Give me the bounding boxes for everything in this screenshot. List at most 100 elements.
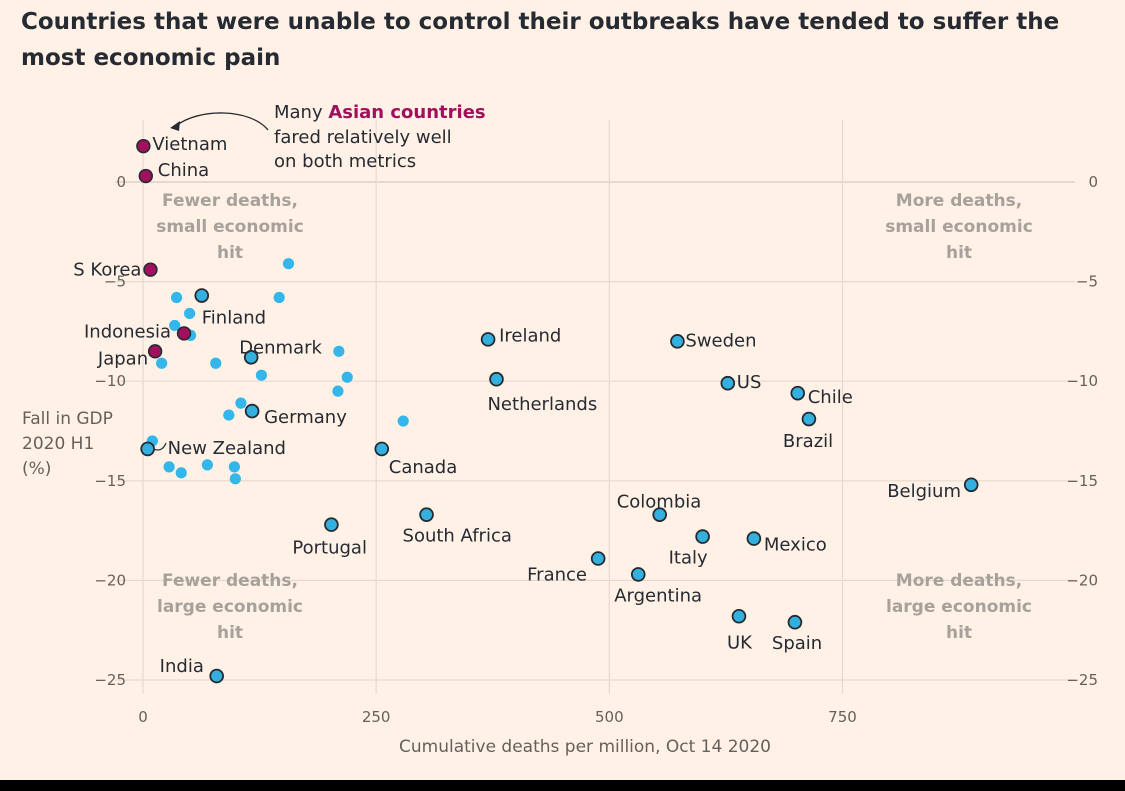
- point-us: [720, 375, 736, 391]
- y-tick-label-left: −15: [94, 472, 126, 490]
- label-chile: Chile: [808, 387, 853, 408]
- point-chile: [790, 385, 806, 401]
- new-zealand-leader: [153, 442, 167, 451]
- scatter-point: [228, 461, 241, 473]
- label-germany: Germany: [264, 407, 347, 428]
- quadrant-bottom-left-line3: hit: [217, 623, 243, 643]
- label-ireland: Ireland: [499, 325, 561, 346]
- quadrant-top-right-line1: More deaths,: [896, 191, 1022, 211]
- label-denmark: Denmark: [239, 337, 322, 358]
- point-indonesia: [176, 326, 192, 341]
- point-france: [590, 551, 606, 566]
- quadrant-top-left-line2: small economic: [156, 217, 304, 237]
- label-brazil: Brazil: [783, 431, 833, 452]
- axes: Cumulative deaths per million, Oct 14 20…: [22, 409, 771, 757]
- quadrant-bottom-right-line1: More deaths,: [896, 571, 1022, 591]
- annotation-prefix: Many: [274, 102, 328, 123]
- scatter-point: [255, 369, 268, 381]
- chart-title: Countries that were unable to control th…: [21, 9, 1060, 71]
- point-colombia: [652, 507, 667, 522]
- annotation-arrowhead: [170, 121, 180, 131]
- quadrant-bottom-right-line3: hit: [946, 623, 972, 643]
- point-vietnam: [136, 138, 151, 154]
- annotation-line2: fared relatively well: [274, 127, 452, 148]
- point-mexico: [746, 531, 762, 546]
- y-tick-label-right: −10: [1066, 372, 1098, 390]
- scatter-point: [156, 357, 168, 369]
- quadrant-top-right-line3: hit: [946, 243, 972, 263]
- point-belgium: [963, 477, 979, 493]
- scatter-point: [175, 467, 187, 479]
- scatter-point: [333, 345, 345, 357]
- y-axis-label-line1: Fall in GDP: [22, 409, 113, 429]
- point-canada: [374, 441, 390, 457]
- y-tick-label-left: 0: [116, 173, 126, 191]
- label-vietnam: Vietnam: [152, 134, 227, 155]
- grid-lines: 0 0 −5 −5 −10 −10 −15 −15 −20 −20 −25 −25 0 250 500 750: [94, 120, 1098, 726]
- point-s-korea: [143, 262, 158, 277]
- y-tick-label-left: −25: [94, 671, 126, 689]
- label-sweden: Sweden: [685, 330, 756, 351]
- y-tick-label-right: −5: [1076, 273, 1098, 291]
- label-china: China: [158, 160, 209, 181]
- scatter-point: [223, 409, 235, 421]
- scatter-point: [169, 319, 181, 332]
- label-mexico: Mexico: [764, 535, 827, 556]
- label-belgium: Belgium: [887, 481, 961, 502]
- point-south-africa: [419, 507, 434, 522]
- x-tick-label: 0: [138, 708, 148, 726]
- label-colombia: Colombia: [617, 492, 702, 513]
- quadrant-bottom-left-line2: large economic: [157, 597, 303, 617]
- point-finland: [194, 288, 210, 303]
- scatter-point: [397, 415, 409, 427]
- x-axis-label: Cumulative deaths per million, Oct 14 20…: [399, 737, 771, 757]
- point-spain: [787, 614, 803, 630]
- point-ireland: [480, 332, 496, 347]
- label-japan: Japan: [97, 348, 148, 369]
- annotation-highlight: Asian countries: [328, 102, 485, 123]
- point-new-zealand: [140, 441, 155, 457]
- quadrant-top-left-line1: Fewer deaths,: [162, 191, 298, 211]
- y-tick-label-right: −20: [1066, 571, 1098, 589]
- scatter-point: [184, 307, 196, 320]
- y-axis-label-line2: 2020 H1: [22, 434, 94, 454]
- y-axis-label-line3: (%): [22, 459, 51, 479]
- quadrant-top-left-line3: hit: [217, 243, 243, 263]
- label-india: India: [160, 656, 204, 677]
- point-labels: Vietnam China S Korea Indonesia Japan Finland…: [73, 134, 961, 677]
- y-tick-label-right: −25: [1066, 671, 1098, 689]
- label-south-africa: South Africa: [403, 526, 512, 547]
- label-portugal: Portugal: [292, 538, 367, 559]
- y-tick-label-left: −5: [104, 273, 126, 291]
- scatter-point: [170, 291, 183, 304]
- label-us: US: [737, 372, 762, 393]
- quadrant-bottom-left-line1: Fewer deaths,: [162, 571, 298, 591]
- y-tick-label-left: −10: [94, 372, 126, 390]
- label-new-zealand: New Zealand: [168, 438, 286, 459]
- bottom-bar: [0, 780, 1125, 791]
- annotation-arrow: [175, 112, 269, 131]
- x-tick-label: 750: [828, 708, 857, 726]
- x-tick-label: 250: [362, 708, 391, 726]
- label-indonesia: Indonesia: [84, 321, 171, 342]
- scatter-point: [163, 461, 175, 473]
- x-tick-label: 500: [595, 708, 624, 726]
- annotation-line1: Many Asian countries: [274, 102, 486, 123]
- quadrant-labels: Fewer deaths, small economic hit More de…: [156, 191, 1033, 643]
- scatter-point: [201, 459, 213, 471]
- label-canada: Canada: [389, 457, 458, 478]
- y-tick-label-right: 0: [1088, 173, 1098, 191]
- point-argentina: [630, 567, 646, 582]
- point-china: [138, 168, 153, 184]
- scatter-point: [282, 258, 295, 270]
- label-france: France: [527, 564, 587, 585]
- label-uk: UK: [727, 632, 753, 653]
- point-india: [209, 668, 224, 684]
- asian-countries-annotation: Many Asian countries fared relatively we…: [153, 102, 486, 451]
- scatter-point: [235, 397, 247, 409]
- label-spain: Spain: [772, 633, 822, 654]
- point-brazil: [801, 411, 817, 427]
- quadrant-bottom-right-line2: large economic: [886, 597, 1032, 617]
- scatter-point: [341, 371, 353, 383]
